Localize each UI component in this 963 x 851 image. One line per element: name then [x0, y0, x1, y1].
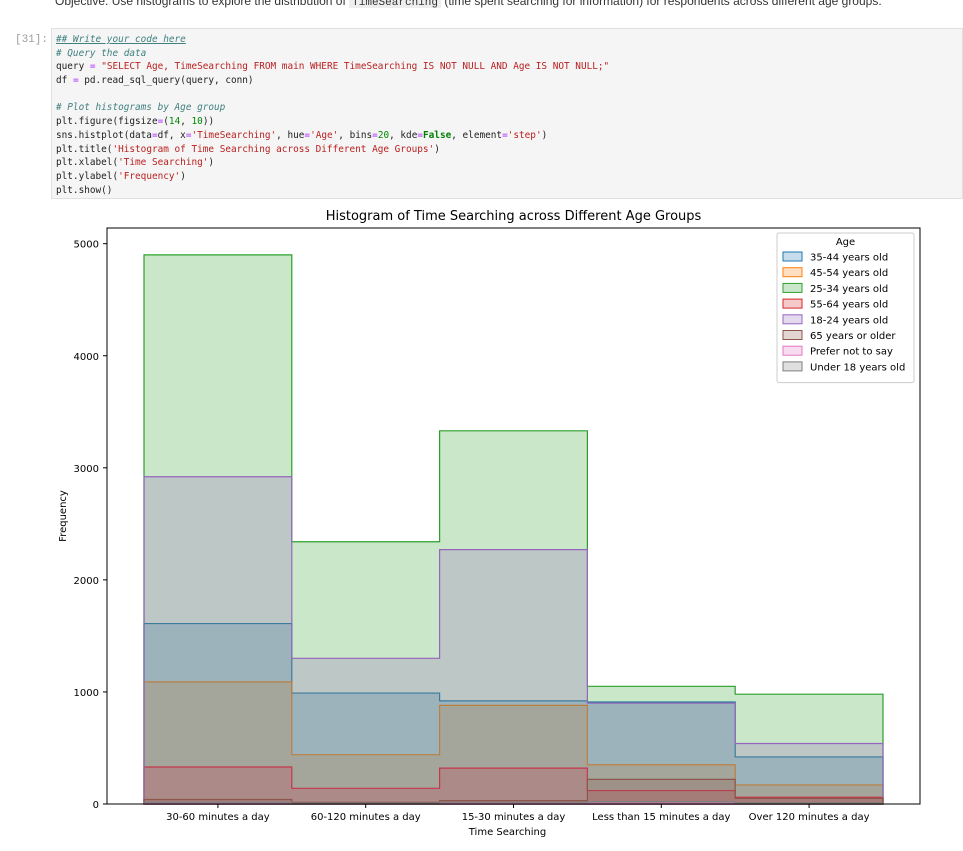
legend-entry-label: 65 years or older	[810, 331, 896, 342]
legend-box	[776, 232, 915, 384]
y-tick-label: 1000	[74, 688, 99, 699]
legend-swatch	[782, 330, 803, 340]
code-cell-editor[interactable]: ## Write your code here # Query the data q…	[51, 28, 963, 199]
y-tick-label: 5000	[74, 240, 99, 251]
x-tick-label: Over 120 minutes a day	[749, 812, 870, 823]
histogram-output: Histogram of Time Searching across Diffe…	[0, 200, 963, 851]
legend-entry-label: 18-24 years old	[810, 315, 888, 326]
x-tick-label: 30-60 minutes a day	[166, 812, 270, 823]
x-tick-label: Less than 15 minutes a day	[592, 812, 730, 823]
code-line: ## Write your code here	[56, 34, 186, 45]
chart-title: Histogram of Time Searching across Diffe…	[326, 209, 702, 224]
code-line: plt.figure(figsize=(14, 10))	[56, 116, 215, 128]
legend-entry-label: 55-64 years old	[810, 300, 888, 311]
y-tick-label: 2000	[74, 576, 99, 587]
x-tick-label: 60-120 minutes a day	[311, 812, 421, 823]
legend-swatch	[782, 361, 803, 372]
legend-entry-label: 35-44 years old	[810, 253, 888, 264]
legend-swatch	[782, 282, 803, 293]
legend-entry-label: 25-34 years old	[810, 284, 888, 295]
histogram-series-25-34-years-old	[143, 254, 884, 805]
x-axis-label: Time Searching	[468, 827, 546, 838]
code-line: df = pd.read_sql_query(query, conn)	[56, 75, 254, 87]
histogram-series-18-24-years-old	[143, 476, 884, 805]
objective-text: Objective: Use histograms to explore the…	[55, 0, 963, 8]
cell-execution-count: [31]:	[14, 34, 48, 46]
code-line: plt.ylabel('Frequency')	[56, 170, 186, 182]
legend-swatch	[782, 345, 803, 356]
code-line: plt.title('Histogram of Time Searching a…	[56, 143, 440, 155]
legend-swatch	[782, 314, 803, 325]
code-line: query = "SELECT Age, TimeSearching FROM …	[56, 61, 610, 73]
objective-suffix: (time spent searching for information) f…	[444, 0, 882, 8]
legend-swatch	[782, 298, 803, 309]
y-axis-label: Frequency	[58, 490, 69, 542]
code-line: plt.show()	[56, 184, 113, 196]
code-line: ​	[56, 88, 962, 102]
objective-inline-code: TimeSearching	[349, 0, 441, 8]
legend-title: Age	[836, 237, 855, 248]
y-tick-label: 4000	[74, 352, 99, 363]
y-tick-label: 0	[93, 800, 99, 811]
legend-entry-label: Under 18 years old	[810, 362, 905, 373]
y-tick-label: 3000	[74, 464, 99, 475]
histogram-series-65-years-or-older	[143, 778, 884, 805]
code-line: # Query the data	[56, 47, 147, 59]
legend-swatch	[782, 251, 803, 262]
legend-swatch	[782, 267, 803, 278]
histogram-chart: Histogram of Time Searching across Diffe…	[58, 209, 921, 838]
code-line: plt.xlabel('Time Searching')	[56, 157, 215, 169]
histogram-series-under-18-years-old	[143, 801, 884, 805]
x-tick-label: 15-30 minutes a day	[462, 812, 566, 823]
code-line: sns.histplot(data=df, x='TimeSearching',…	[56, 129, 548, 141]
legend-entry-label: 45-54 years old	[810, 268, 888, 279]
code-line: # Plot histograms by Age group	[56, 102, 226, 114]
objective-prefix: Objective: Use histograms to explore the…	[55, 0, 346, 8]
legend-entry-label: Prefer not to say	[810, 347, 893, 358]
